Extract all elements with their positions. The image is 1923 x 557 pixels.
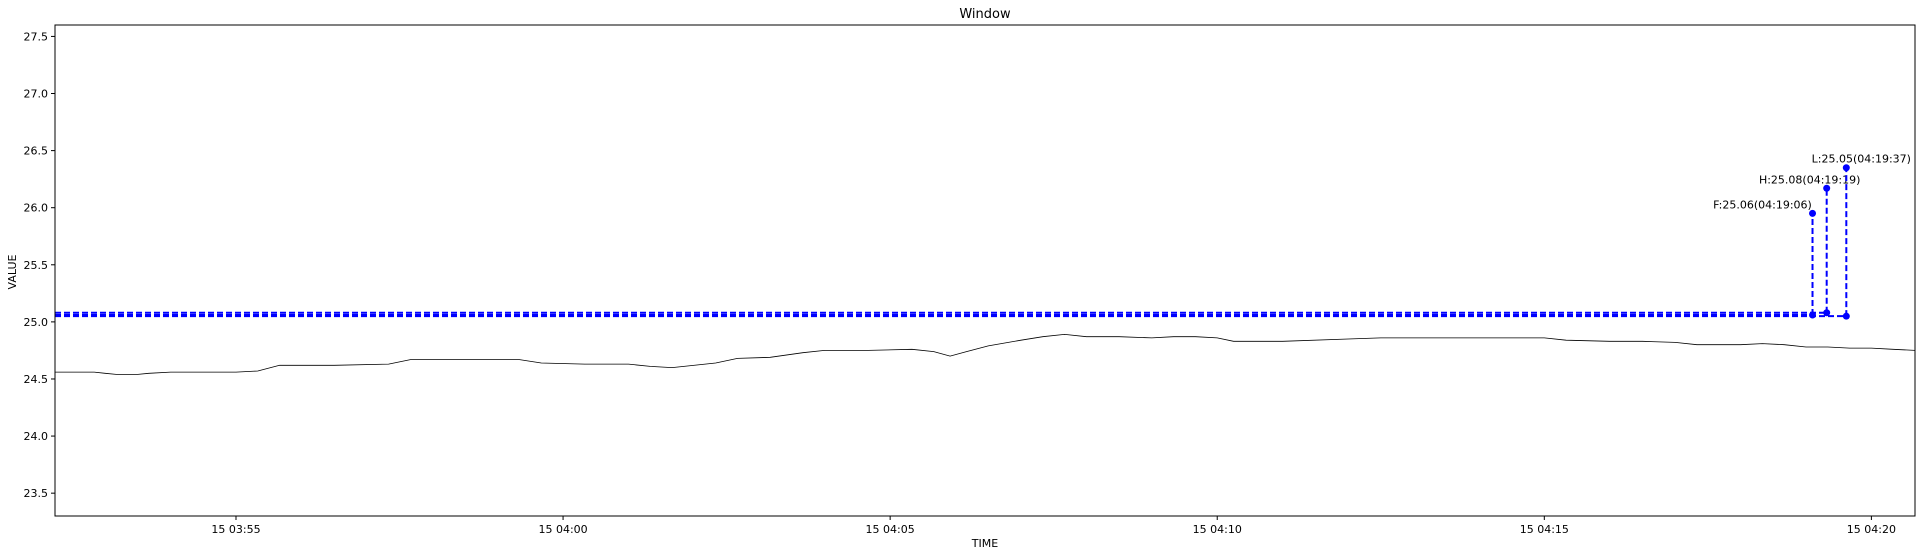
y-tick-label: 23.5 [24, 487, 49, 500]
x-tick-label: 15 04:00 [538, 523, 587, 536]
marker-label: F:25.06(04:19:06) [1713, 198, 1812, 211]
y-axis-label: VALUE [6, 254, 19, 289]
y-tick-label: 25.0 [24, 316, 49, 329]
y-tick-label: 27.0 [24, 88, 49, 101]
series-line [55, 333, 1916, 375]
x-axis-label: TIME [971, 537, 998, 550]
chart-title: Window [959, 7, 1011, 22]
plot-area: F:25.06(04:19:06) H:25.08(04:19:19) L:25.0… [55, 153, 1916, 375]
x-tick-label: 15 04:05 [866, 523, 915, 536]
x-tick-label: 15 04:10 [1193, 523, 1242, 536]
marker-point [1842, 312, 1850, 320]
plot-frame [54, 24, 1916, 517]
marker-label: L:25.05(04:19:37) [1812, 153, 1911, 166]
y-tick-label: 24.0 [24, 430, 49, 443]
marker-point [1823, 309, 1831, 317]
marker-top-point [1842, 164, 1850, 172]
x-tick-label: 15 04:20 [1847, 523, 1896, 536]
x-tick-label: 15 04:15 [1520, 523, 1569, 536]
y-tick-label: 26.5 [24, 145, 49, 158]
marker-top-point [1823, 184, 1831, 192]
x-tick-label: 15 03:55 [211, 523, 260, 536]
marker-top-point [1809, 209, 1817, 217]
y-tick-label: 26.0 [24, 202, 49, 215]
marker-label: H:25.08(04:19:19) [1759, 173, 1860, 186]
y-tick-label: 24.5 [24, 373, 49, 386]
y-tick-label: 25.5 [24, 259, 49, 272]
y-tick-label: 27.5 [24, 30, 49, 43]
axis-ticks: 23.5 24.0 24.5 25.0 25.5 26.0 26.5 27.0 27.5 15 0… [24, 30, 1896, 536]
